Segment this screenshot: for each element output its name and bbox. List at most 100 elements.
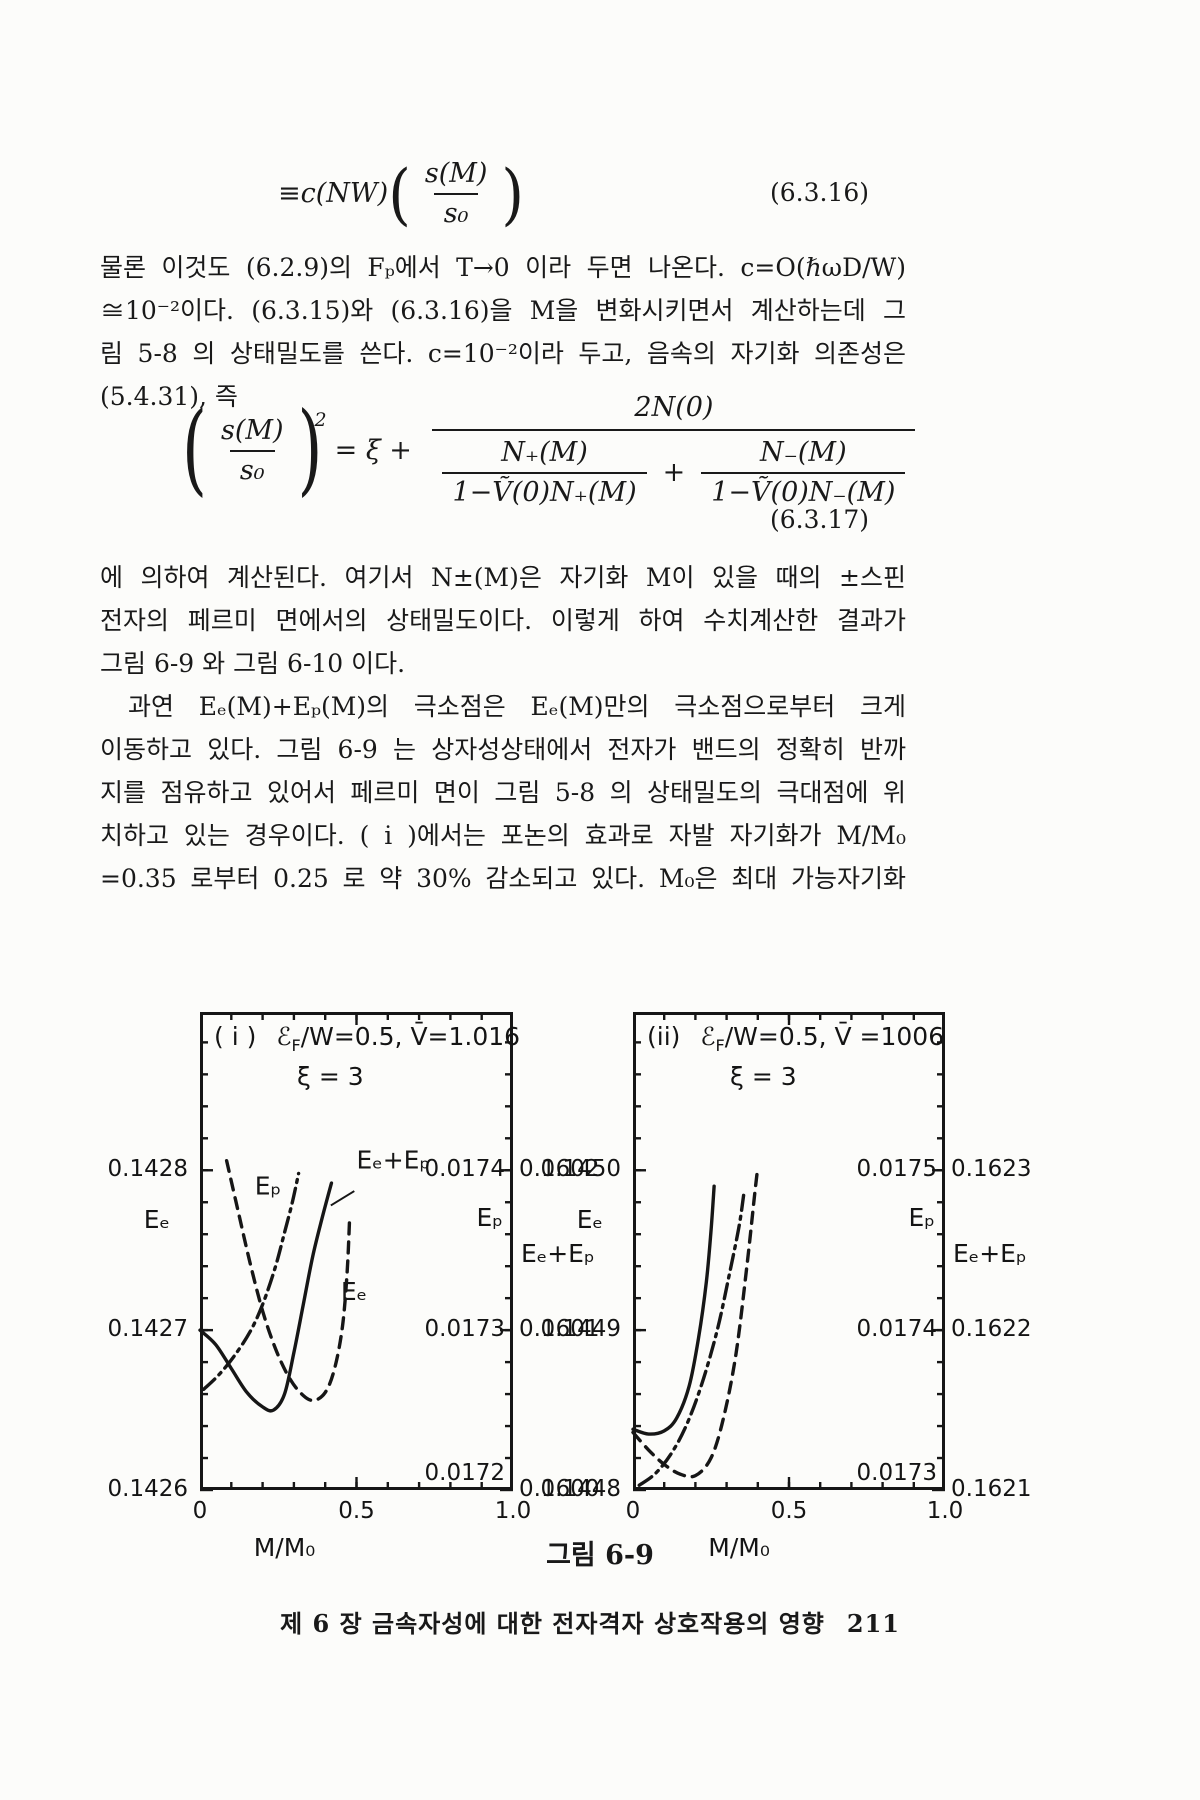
right-axis-sum-tick-label: 0.1601 (519, 1316, 600, 1343)
eq1-fraction: s(M) s₀ (415, 158, 498, 229)
left-axis-tick-label: 0.1449 (540, 1316, 621, 1343)
chart-plot-area-2 (631, 1012, 945, 1492)
right-axis-ep-tick-label: 0.0174 (424, 1156, 505, 1183)
paragraph-1: 물론 이것도 (6.2.9)의 Fₚ에서 T→0 이라 두면 나온다. c=O(… (100, 246, 906, 418)
eq2-right-paren: ) (297, 392, 323, 508)
header-params: /W=0.5, V̄=1.016 (300, 1022, 521, 1051)
eq2-subfraction-minus: N₋(M) 1−Ṽ(0)N₋(M) (701, 437, 906, 508)
curve-1 (631, 1184, 716, 1436)
text-line: 이동하고 있다. 그림 6-9 는 상자성상태에서 전자가 밴드의 정확히 반까 (100, 735, 906, 764)
curve-label: Eₑ (341, 1277, 367, 1306)
eq1-number: (6.3.16) (770, 178, 870, 207)
eq2-f2-num: N₋(M) (760, 437, 847, 468)
right-axis-ep-tick-label: 0.0175 (856, 1156, 937, 1183)
panel-label: ( i ) (214, 1022, 257, 1051)
left-axis-tick-label: 0.1426 (107, 1476, 188, 1502)
eq1-lead: ≡c(NW) (278, 178, 389, 209)
figure-caption: 그림 6-9 (546, 1540, 654, 1571)
chart-plot-area-1: Eₚ Eₑ+Eₚ Eₑ (198, 1012, 513, 1492)
eq2-main-denominator: N₊(M) 1−Ṽ(0)N₊(M) + N₋(M) 1−Ṽ(0)N₋(M) (432, 429, 916, 508)
curve-3 (202, 1171, 301, 1391)
text-line: 그림 6-9 와 그림 6-10 이다. (100, 649, 406, 678)
eq2-lhs-fraction: s(M) s₀ (211, 415, 294, 486)
text-line: =0.35 로부터 0.25 로 약 30% 감소되고 있다. M₀은 최대 가… (100, 864, 906, 893)
curve-2 (224, 1158, 352, 1403)
text-line: 과연 Eₑ(M)+Eₚ(M)의 극소점은 Eₑ(M)만의 극소점으로부터 크게 (128, 692, 906, 721)
eq2-left-paren: ( (182, 392, 207, 508)
text-line: 림 5-8 의 상태밀도를 쓴다. c=10⁻²이라 두고, 음속의 자기화 의… (100, 339, 906, 368)
eq2-subfraction-plus: N₊(M) 1−Ṽ(0)N₊(M) (442, 437, 647, 508)
right-axis-sum-tick-label: 0.1600 (519, 1476, 600, 1502)
x-tick-label: 0.5 (770, 1498, 808, 1524)
page-footer: 제 6 장 금속자성에 대한 전자격자 상호작용의 영향 211 (200, 1604, 900, 1639)
x-tick-label: 0.5 (338, 1498, 375, 1524)
eq1-denominator: s₀ (433, 193, 479, 229)
x-tick-label: 0 (625, 1498, 641, 1524)
eq2-f2-den: 1−Ṽ(0)N₋(M) (701, 472, 906, 508)
chart-1-xi: ξ = 3 (297, 1062, 364, 1091)
right-axis-ep-tick-label: 0.0172 (424, 1460, 505, 1486)
left-axis-tick-label: 0.1427 (107, 1316, 188, 1343)
eq1-right-paren: ) (501, 154, 525, 233)
right-axis-sum-tick-label: 0.1622 (951, 1316, 1032, 1343)
x-tick-label: 0 (192, 1498, 208, 1524)
curve-2 (631, 1165, 760, 1479)
text-line: 지를 점유하고 있어서 페르미 면이 그림 5-8 의 상태밀도의 극대점에 위 (100, 778, 906, 807)
header-params: /W=0.5, V̄ =1006 (724, 1022, 945, 1051)
eq2-number: (6.3.17) (770, 505, 870, 534)
text-line: 물론 이것도 (6.2.9)의 Fₚ에서 T→0 이라 두면 나온다. c=O(… (100, 253, 906, 282)
eq2-lhs-numerator: s(M) (220, 414, 284, 446)
eq2-f1-num: N₊(M) (501, 437, 588, 468)
left-axis-name: Eₑ (576, 1205, 603, 1235)
eq2-exponent: 2 (314, 409, 327, 431)
equation-6-3-16: ≡c(NW) ( s(M) s₀ ) (278, 158, 524, 229)
x-axis-name: M/M₀ (708, 1533, 770, 1562)
chart-2-header: (ii) ℰF/W=0.5, V̄ =1006 (647, 1022, 944, 1055)
x-tick-label: 1.0 (926, 1498, 964, 1524)
x-axis-name: M/M₀ (253, 1533, 316, 1562)
text-line: (5.4.31), 즉 (100, 382, 238, 411)
eq2-lhs-denominator: s₀ (229, 449, 275, 486)
curve-label: Eₑ+Eₚ (357, 1146, 431, 1175)
text-line: ≅10⁻²이다. (6.3.15)와 (6.3.16)을 M을 변화시키면서 계… (100, 296, 906, 325)
right-axis-name-2: Eₑ+Eₚ (953, 1239, 1027, 1269)
text-line: 전자의 페르미 면에서의 상태밀도이다. 이렇게 하여 수치계산한 결과가 (100, 606, 906, 635)
curve-label: Eₚ (255, 1171, 282, 1200)
right-axis-sum-tick-label: 0.1602 (519, 1156, 600, 1183)
paragraph-2: 에 의하여 계산된다. 여기서 N±(M)은 자기화 M이 있을 때의 ±스핀 … (100, 556, 906, 900)
eq1-numerator: s(M) (424, 158, 488, 189)
epsilon-subscript: F (291, 1036, 301, 1055)
text-line: 치하고 있는 경우이다. ( i )에서는 포논의 효과로 자발 자기화가 M/… (100, 821, 906, 850)
epsilon-symbol: ℰ (276, 1022, 292, 1051)
x-tick-label: 1.0 (494, 1498, 532, 1524)
eq1-left-paren: ( (388, 154, 411, 233)
right-axis-sum-tick-label: 0.1623 (951, 1156, 1032, 1183)
panel-label: (ii) (647, 1022, 681, 1051)
eq2-plus-sign: + (662, 457, 686, 488)
right-axis-name-2: Eₑ+Eₚ (521, 1239, 595, 1269)
eq2-main-numerator: 2N(0) (634, 392, 714, 423)
right-axis-ep-tick-label: 0.0173 (424, 1316, 505, 1343)
eq2-middle: = ξ + (334, 434, 421, 466)
right-axis-ep-tick-label: 0.0173 (856, 1460, 937, 1486)
right-axis-name: Eₚ (476, 1203, 503, 1233)
right-axis-ep-tick-label: 0.0174 (856, 1316, 937, 1343)
eq2-f1-den: 1−Ṽ(0)N₊(M) (442, 472, 647, 508)
left-axis-tick-label: 0.1428 (107, 1156, 188, 1183)
chart-1-header: ( i ) ℰF/W=0.5, V̄=1.016 (214, 1022, 520, 1055)
left-axis-name: Eₑ (143, 1205, 170, 1235)
epsilon-symbol: ℰ (700, 1022, 716, 1051)
chapter-title: 제 6 장 금속자성에 대한 전자격자 상호작용의 영향 (280, 1609, 825, 1638)
page-number: 211 (846, 1609, 900, 1638)
curve-3 (637, 1192, 746, 1487)
chart-2-xi: ξ = 3 (730, 1062, 797, 1091)
left-axis-tick-label: 0.1450 (540, 1156, 621, 1183)
equation-6-3-17: ( s(M) s₀ ) 2 = ξ + 2N(0) N₊(M) 1−Ṽ(0)N₊… (182, 392, 919, 508)
right-axis-name: Eₚ (908, 1203, 935, 1233)
curve-1 (198, 1181, 334, 1413)
epsilon-subscript: F (715, 1036, 725, 1055)
eq2-main-fraction: 2N(0) N₊(M) 1−Ṽ(0)N₊(M) + N₋(M) 1−Ṽ(0)N₋… (432, 392, 916, 508)
right-axis-sum-tick-label: 0.1621 (951, 1476, 1032, 1502)
